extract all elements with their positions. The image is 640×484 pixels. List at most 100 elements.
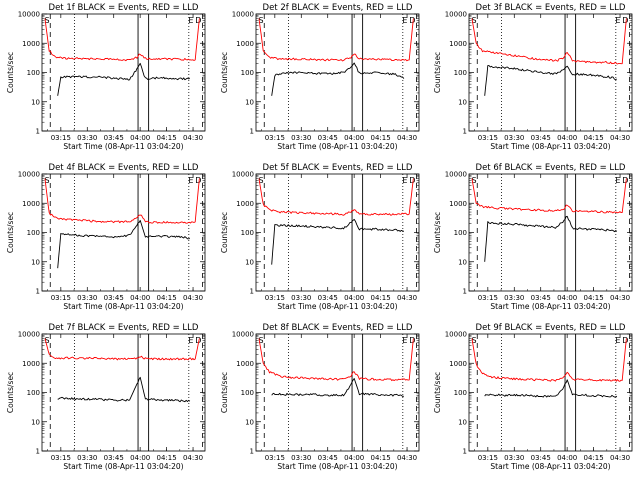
x-axis-label: Start Time (08-Apr-11 03:04:20) <box>490 462 610 471</box>
marker-label: D <box>409 16 415 25</box>
panel-4: Det 4f BLACK = Events, RED = LLD 1 10 100 10… <box>6 163 206 311</box>
x-axis-label: Start Time (08-Apr-11 03:04:20) <box>490 302 610 311</box>
y-axis-label: Counts/sec <box>220 52 229 93</box>
x-axis-label: Start Time (08-Apr-11 03:04:20) <box>63 142 183 151</box>
x-tick-label: 04:15 <box>157 294 177 302</box>
x-axis-label: Start Time (08-Apr-11 03:04:20) <box>277 462 397 471</box>
events-series-line <box>271 378 404 397</box>
x-axis-label: Start Time (08-Apr-11 03:04:20) <box>490 142 610 151</box>
panel-9: Det 9f BLACK = Events, RED = LLD 1 10 100 10… <box>433 323 633 471</box>
marker-label: D <box>409 176 415 185</box>
y-axis-label: Counts/sec <box>433 372 442 413</box>
lld-series-line <box>258 338 414 382</box>
x-tick-label: 03:45 <box>318 294 338 302</box>
y-tick-label: 100 <box>27 69 40 77</box>
x-tick-label: 04:00 <box>130 454 150 462</box>
x-tick-label: 04:30 <box>610 454 630 462</box>
y-tick-label: 10000 <box>18 171 40 179</box>
x-tick-label: 04:00 <box>557 294 577 302</box>
y-tick-label: 1000 <box>22 40 40 48</box>
y-tick-label: 10 <box>458 418 467 426</box>
x-tick-label: 03:30 <box>504 454 524 462</box>
events-series-line <box>484 215 618 262</box>
x-tick-label: 03:15 <box>478 134 498 142</box>
marker-label: E <box>402 336 407 345</box>
plot-frame <box>468 333 633 452</box>
panel-title: Det 2f BLACK = Events, RED = LLD <box>263 3 413 13</box>
y-tick-label: 1000 <box>449 200 467 208</box>
marker-label: E <box>615 16 620 25</box>
y-tick-label: 10 <box>31 258 40 266</box>
x-tick-label: 03:15 <box>265 294 285 302</box>
x-tick-label: 04:30 <box>183 134 203 142</box>
events-series-line <box>484 65 618 96</box>
y-tick-label: 1000 <box>22 360 40 368</box>
marker-label: S <box>259 336 264 345</box>
y-tick-label: 1000 <box>449 360 467 368</box>
plot-frame <box>41 333 206 452</box>
panel-7: Det 7f BLACK = Events, RED = LLD 1 10 100 10… <box>6 323 206 471</box>
y-tick-label: 10000 <box>445 331 467 339</box>
y-tick-label: 1000 <box>449 40 467 48</box>
x-tick-label: 03:45 <box>318 454 338 462</box>
marker-label: D <box>622 336 628 345</box>
lld-series-line <box>471 18 627 65</box>
x-tick-label: 03:15 <box>51 294 71 302</box>
x-tick-label: 03:30 <box>504 134 524 142</box>
x-axis-label: Start Time (08-Apr-11 03:04:20) <box>277 142 397 151</box>
x-tick-label: 03:30 <box>291 134 311 142</box>
y-tick-label: 100 <box>454 389 467 397</box>
y-tick-label: 10 <box>458 98 467 106</box>
x-tick-label: 03:15 <box>51 134 71 142</box>
plot-frame <box>41 173 206 292</box>
marker-label: E <box>402 16 407 25</box>
marker-label: E <box>188 176 193 185</box>
panel-title: Det 5f BLACK = Events, RED = LLD <box>263 163 413 173</box>
panel-1: Det 1f BLACK = Events, RED = LLD 1 10 100 10… <box>6 3 206 151</box>
panel-6: Det 6f BLACK = Events, RED = LLD 1 10 100 10… <box>433 163 633 311</box>
y-tick-label: 10 <box>31 418 40 426</box>
x-tick-label: 04:00 <box>130 294 150 302</box>
x-tick-label: 03:45 <box>531 454 551 462</box>
x-tick-label: 04:30 <box>610 294 630 302</box>
lld-series-line <box>471 338 627 382</box>
y-tick-label: 10000 <box>232 171 254 179</box>
x-axis-label: Start Time (08-Apr-11 03:04:20) <box>63 462 183 471</box>
events-series-line <box>271 62 405 96</box>
x-tick-label: 03:45 <box>318 134 338 142</box>
y-tick-label: 1 <box>36 288 40 296</box>
marker-label: S <box>259 176 264 185</box>
y-tick-label: 1 <box>250 128 254 136</box>
x-tick-label: 03:30 <box>291 454 311 462</box>
x-tick-label: 04:30 <box>610 134 630 142</box>
x-tick-label: 03:45 <box>104 134 124 142</box>
lld-series-line <box>44 338 200 361</box>
x-tick-label: 04:15 <box>584 134 604 142</box>
x-tick-label: 04:00 <box>557 134 577 142</box>
panel-title: Det 3f BLACK = Events, RED = LLD <box>476 3 626 13</box>
y-tick-label: 1 <box>463 288 467 296</box>
y-axis-label: Counts/sec <box>6 212 15 253</box>
lld-series-line <box>258 178 414 216</box>
y-axis-label: Counts/sec <box>433 52 442 93</box>
lld-series-line <box>44 178 200 224</box>
x-tick-label: 03:15 <box>478 454 498 462</box>
y-tick-label: 100 <box>27 229 40 237</box>
x-tick-label: 04:30 <box>397 294 417 302</box>
y-tick-label: 1 <box>463 128 467 136</box>
y-tick-label: 1000 <box>236 40 254 48</box>
panel-3: Det 3f BLACK = Events, RED = LLD 1 10 100 10… <box>433 3 633 151</box>
y-tick-label: 100 <box>241 69 254 77</box>
marker-label: E <box>188 16 193 25</box>
y-tick-label: 10000 <box>232 11 254 19</box>
y-axis-label: Counts/sec <box>220 212 229 253</box>
x-tick-label: 04:30 <box>397 454 417 462</box>
y-tick-label: 10000 <box>18 11 40 19</box>
y-tick-label: 1000 <box>22 200 40 208</box>
events-series-line <box>57 219 190 269</box>
x-tick-label: 03:30 <box>504 294 524 302</box>
y-tick-label: 100 <box>241 389 254 397</box>
marker-label: D <box>195 16 201 25</box>
panel-title: Det 9f BLACK = Events, RED = LLD <box>476 323 626 333</box>
events-series-line <box>484 379 618 398</box>
